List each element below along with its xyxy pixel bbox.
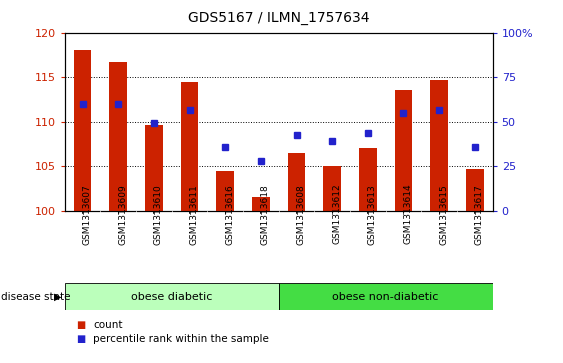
Bar	[145, 125, 163, 211]
Text: disease state: disease state	[1, 292, 70, 302]
Text: GSM1313617: GSM1313617	[475, 184, 484, 245]
Text: GSM1313614: GSM1313614	[404, 184, 413, 245]
Text: GSM1313611: GSM1313611	[190, 184, 199, 245]
Bar	[109, 62, 127, 211]
FancyBboxPatch shape	[279, 283, 493, 310]
Text: obese non-diabetic: obese non-diabetic	[333, 292, 439, 302]
Text: obese diabetic: obese diabetic	[131, 292, 212, 302]
Text: GSM1313612: GSM1313612	[332, 184, 341, 245]
Bar	[288, 153, 305, 211]
Bar	[252, 197, 270, 211]
Bar	[359, 148, 377, 211]
Bar	[395, 90, 412, 211]
Text: GSM1313613: GSM1313613	[368, 184, 377, 245]
Text: GSM1313608: GSM1313608	[297, 184, 306, 245]
Text: GDS5167 / ILMN_1757634: GDS5167 / ILMN_1757634	[188, 11, 369, 25]
FancyBboxPatch shape	[65, 283, 279, 310]
Text: GSM1313607: GSM1313607	[83, 184, 92, 245]
Text: GSM1313615: GSM1313615	[439, 184, 448, 245]
Bar	[181, 82, 198, 211]
Bar	[74, 50, 91, 211]
Text: GSM1313610: GSM1313610	[154, 184, 163, 245]
Text: ▶: ▶	[55, 292, 62, 302]
Text: GSM1313618: GSM1313618	[261, 184, 270, 245]
Bar	[466, 169, 484, 211]
Bar	[430, 80, 448, 211]
Bar	[323, 166, 341, 211]
Text: GSM1313609: GSM1313609	[118, 184, 127, 245]
Text: ■: ■	[76, 334, 85, 344]
Text: count: count	[93, 320, 122, 330]
Text: GSM1313616: GSM1313616	[225, 184, 234, 245]
Text: percentile rank within the sample: percentile rank within the sample	[93, 334, 269, 344]
Bar	[216, 171, 234, 211]
Text: ■: ■	[76, 320, 85, 330]
